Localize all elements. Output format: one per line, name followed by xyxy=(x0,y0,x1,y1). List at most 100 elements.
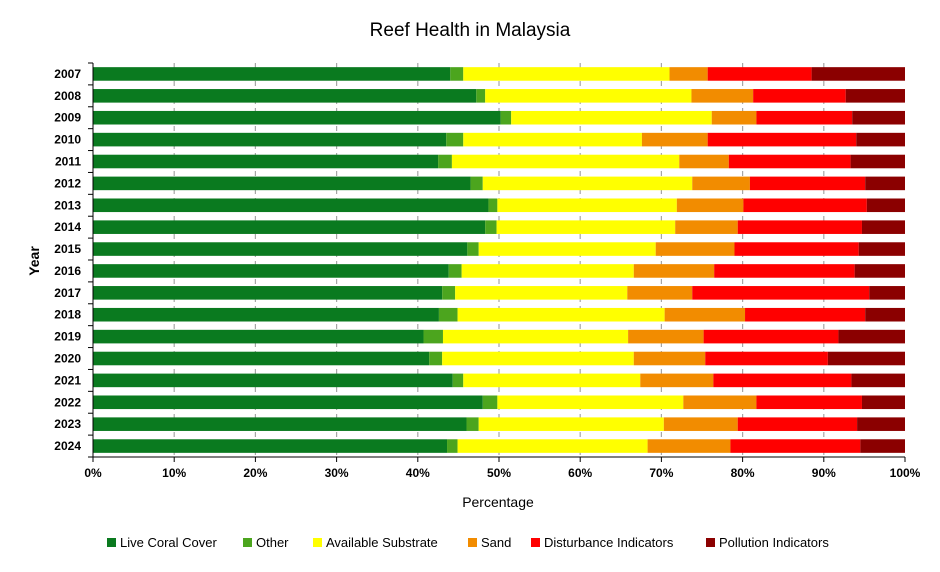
bar-segment xyxy=(749,176,866,191)
bar-segment xyxy=(497,198,677,213)
x-tick-label: 100% xyxy=(890,466,921,480)
x-tick-label: 10% xyxy=(162,466,186,480)
grid xyxy=(173,63,825,457)
bar-segment xyxy=(447,439,458,453)
bar-segment xyxy=(467,242,479,256)
x-tick-labels: 0% 10% 20% 30% 40% 50% 60% 70% 80% 90% 100% xyxy=(84,466,920,480)
bar-segment xyxy=(478,242,656,256)
bar-segment xyxy=(852,110,905,125)
legend-swatch xyxy=(531,538,540,547)
bar-segment xyxy=(845,89,905,103)
legend-swatch xyxy=(468,538,477,547)
bar-segment xyxy=(93,89,477,103)
bar-segment xyxy=(93,286,443,300)
legend-label: Other xyxy=(256,535,289,550)
x-tick-label: 90% xyxy=(812,466,836,480)
bar-segment xyxy=(714,264,855,278)
bar-segment xyxy=(93,220,486,234)
legend-label: Live Coral Cover xyxy=(120,535,217,550)
y-tick-label: 2013 xyxy=(54,198,81,212)
bar-segment xyxy=(93,110,501,125)
chart-title: Reef Health in Malaysia xyxy=(370,20,571,41)
bar-segment xyxy=(865,307,905,322)
bar-segment xyxy=(641,132,708,147)
bar-segment xyxy=(675,220,738,234)
legend-swatch xyxy=(313,538,322,547)
bar-segment xyxy=(628,329,704,344)
bar-segment xyxy=(851,373,905,388)
bar-segment xyxy=(743,198,867,213)
bar-segment xyxy=(438,154,452,169)
bar-segment xyxy=(669,67,708,81)
bar-segment xyxy=(827,351,905,366)
bar-segment xyxy=(811,67,905,81)
bar-segment xyxy=(461,264,634,278)
y-tick-label: 2012 xyxy=(54,176,81,190)
bar-segment xyxy=(463,67,670,81)
bar-segment xyxy=(429,351,443,366)
bar-segment xyxy=(93,307,439,322)
bar-segment xyxy=(711,110,757,125)
bar-segment xyxy=(860,439,905,453)
legend-label: Sand xyxy=(481,535,511,550)
bar-segment xyxy=(730,439,861,453)
legend-label: Pollution Indicators xyxy=(719,535,829,550)
legend-label: Available Substrate xyxy=(326,535,438,550)
bar-segment xyxy=(664,307,746,322)
bar-segment xyxy=(707,67,812,81)
y-tick-label: 2009 xyxy=(54,111,81,125)
x-tick-label: 0% xyxy=(84,466,102,480)
bar-segment xyxy=(857,417,905,431)
y-tick-labels: 2007 2008 2009 2010 2011 2012 2013 2014 2015 2016… xyxy=(54,67,81,453)
bar-segment xyxy=(93,132,447,147)
bar-segment xyxy=(753,89,846,103)
y-tick-label: 2010 xyxy=(54,133,81,147)
bar-segment xyxy=(93,198,489,213)
bar-segment xyxy=(856,132,905,147)
bar-segment xyxy=(463,132,642,147)
x-tick-label: 40% xyxy=(406,466,430,480)
bar-segment xyxy=(692,176,750,191)
bar-segment xyxy=(850,154,905,169)
bar-segment xyxy=(93,351,430,366)
bar-segment xyxy=(734,242,859,256)
bar-segment xyxy=(511,110,712,125)
bar-segment xyxy=(756,110,853,125)
bar-segment xyxy=(93,176,471,191)
bar-segment xyxy=(854,264,905,278)
x-axis-title: Percentage xyxy=(462,494,534,510)
bar-segment xyxy=(452,373,464,388)
bar-segment xyxy=(466,417,479,431)
bar-segment xyxy=(683,395,757,410)
x-tick-label: 50% xyxy=(487,466,511,480)
y-tick-label: 2019 xyxy=(54,330,81,344)
bar-segment xyxy=(93,329,424,344)
bar-segment xyxy=(633,264,715,278)
bar-segment xyxy=(476,89,486,103)
y-tick-label: 2014 xyxy=(54,220,81,234)
bar-segment xyxy=(838,329,905,344)
bar-segment xyxy=(423,329,443,344)
bar-segment xyxy=(442,329,629,344)
bar-segment xyxy=(866,198,905,213)
y-tick-label: 2021 xyxy=(54,373,81,387)
bar-segment xyxy=(482,176,693,191)
bar-segment xyxy=(93,154,439,169)
bar-segment xyxy=(500,110,512,125)
bar-segment xyxy=(707,132,857,147)
bar-segment xyxy=(485,220,497,234)
bar-segment xyxy=(728,154,851,169)
x-tick-label: 20% xyxy=(243,466,267,480)
bar-segment xyxy=(478,417,664,431)
legend: Live Coral Cover Other Available Substrate… xyxy=(107,535,829,550)
bar-segment xyxy=(655,242,735,256)
bar-segment xyxy=(442,286,456,300)
y-tick-label: 2018 xyxy=(54,308,81,322)
bar-segment xyxy=(676,198,744,213)
bar-segment xyxy=(858,242,905,256)
legend-swatch xyxy=(706,538,715,547)
y-tick-label: 2011 xyxy=(55,155,81,169)
bar-segment xyxy=(633,351,706,366)
legend-swatch xyxy=(107,538,116,547)
